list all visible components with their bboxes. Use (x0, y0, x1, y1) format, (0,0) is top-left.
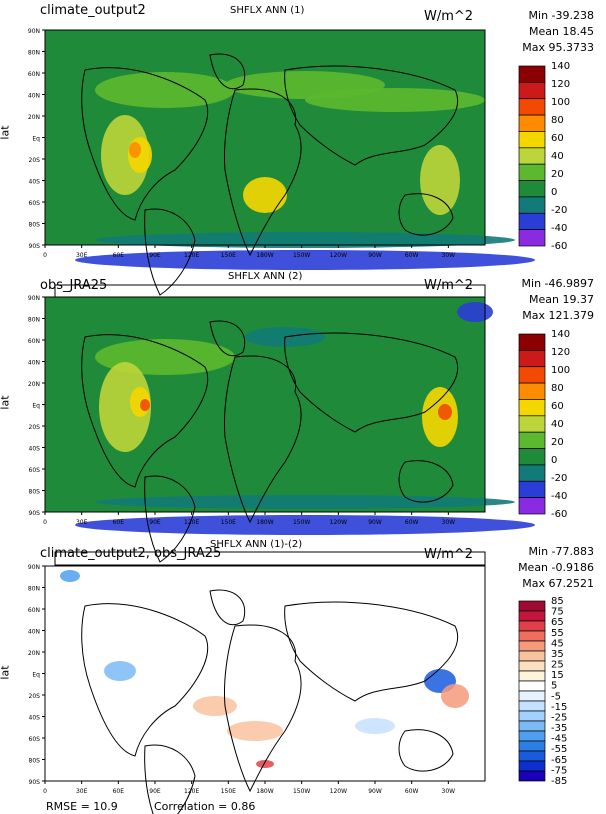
panel-1 (0, 0, 606, 270)
panel-3-min: Min -77.883 (528, 545, 594, 558)
panel-2-min: Min -46.9897 (521, 277, 594, 290)
panel-2-max: Max 121.379 (522, 309, 594, 322)
panel-1-title: climate_output2 (40, 3, 146, 18)
panel-1-min: Min -39.238 (528, 9, 594, 22)
panel-2-lat-title: lat (0, 395, 12, 410)
panel-3-stats: Min -77.883 Mean -0.9186 Max 67.2521 (518, 544, 594, 592)
rmse-label: RMSE = 10.9 (46, 800, 118, 813)
panel-2-header: SHFLX ANN (2) (228, 271, 303, 282)
panel-1-max: Max 95.3733 (522, 41, 594, 54)
panel-3-lat-title: lat (0, 665, 12, 680)
panel-2-mean: Mean 19.37 (529, 293, 594, 306)
panel-1-lat-title: lat (0, 125, 12, 140)
panel-2 (0, 270, 606, 540)
panel-1-mean: Mean 18.45 (529, 25, 594, 38)
panel-3-title: climate_output2, obs_JRA25 (40, 546, 222, 561)
panel-3-units: W/m^2 (424, 547, 474, 562)
correlation-label: Correlation = 0.86 (154, 800, 256, 813)
panel-3 (0, 540, 606, 814)
panel-2-stats: Min -46.9897 Mean 19.37 Max 121.379 (522, 276, 594, 324)
panel-1-header: SHFLX ANN (1) (230, 5, 305, 16)
panel-3-header: SHFLX ANN (1)-(2) (210, 539, 303, 550)
panel-3-mean: Mean -0.9186 (518, 561, 594, 574)
panel-1-units: W/m^2 (424, 9, 474, 24)
panel-1-stats: Min -39.238 Mean 18.45 Max 95.3733 (522, 8, 594, 56)
panel-2-units: W/m^2 (424, 278, 474, 293)
panel-2-title: obs_JRA25 (40, 278, 108, 293)
panel-3-max: Max 67.2521 (522, 577, 594, 590)
